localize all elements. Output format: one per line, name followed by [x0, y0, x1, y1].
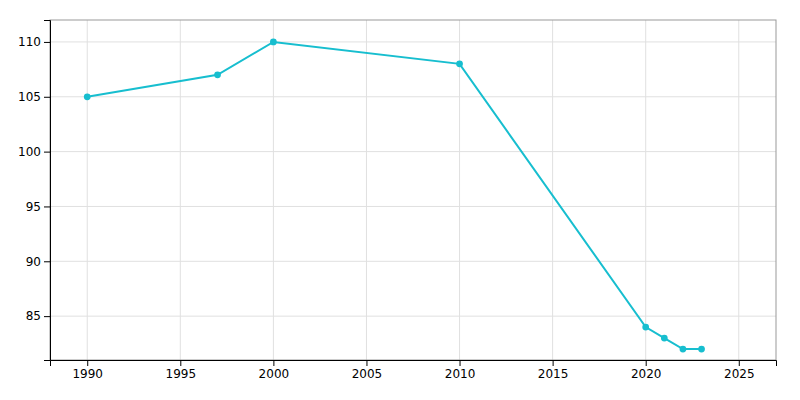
- tick: 100: [18, 145, 50, 159]
- tick: 110: [18, 35, 50, 49]
- tick-mark: [739, 360, 740, 366]
- tick-label: 90: [26, 255, 41, 269]
- point: [456, 60, 463, 67]
- marks: [84, 39, 705, 353]
- grid-line: [50, 151, 776, 152]
- tick-mark: [553, 360, 554, 366]
- grid-line: [50, 206, 776, 207]
- tick-label: 2025: [724, 367, 755, 381]
- tick: 95: [26, 200, 50, 214]
- grid-line: [180, 20, 181, 360]
- tick-label: 85: [26, 309, 41, 323]
- grid-line: [645, 20, 646, 360]
- plot: 1990 1995 2000 2005 2010 2015 2020 2025 85 90 95 10…: [18, 20, 776, 381]
- point: [680, 346, 687, 353]
- grid-line: [50, 261, 776, 262]
- axis-line: [51, 361, 777, 367]
- line: [87, 42, 701, 349]
- tick-mark: [44, 206, 50, 207]
- grid-line: [50, 316, 776, 317]
- point: [84, 93, 91, 100]
- chart: 1990 1995 2000 2005 2010 2015 2020 2025 85 90 95 10…: [0, 0, 800, 400]
- point: [698, 346, 705, 353]
- point: [661, 335, 668, 342]
- tick-label: 105: [18, 90, 41, 104]
- tick: 2020: [631, 360, 662, 381]
- tick: 1990: [72, 360, 103, 381]
- grid-line: [87, 20, 88, 360]
- x-axis: 1990 1995 2000 2005 2010 2015 2020 2025: [51, 360, 777, 381]
- tick-mark: [273, 360, 274, 366]
- tick-mark: [44, 316, 50, 317]
- point: [270, 39, 277, 46]
- point: [642, 324, 649, 331]
- tick-label: 1995: [166, 367, 197, 381]
- tick-label: 100: [18, 145, 41, 159]
- grid-line: [273, 20, 274, 360]
- tick-mark: [44, 42, 50, 43]
- tick-label: 2005: [352, 367, 383, 381]
- grid-line: [50, 96, 776, 97]
- tick-mark: [180, 360, 181, 366]
- plot-frame: [50, 20, 776, 360]
- point: [214, 71, 221, 78]
- tick: 2025: [724, 360, 755, 381]
- tick: 2010: [445, 360, 476, 381]
- tick-label: 2020: [631, 367, 662, 381]
- grid-line: [459, 20, 460, 360]
- tick: 2005: [352, 360, 383, 381]
- tick-label: 1990: [72, 367, 103, 381]
- y-axis: 85 90 95 100 105 110: [18, 21, 50, 361]
- tick-label: 2015: [538, 367, 569, 381]
- tick-mark: [87, 360, 88, 366]
- tick: 85: [26, 309, 50, 323]
- tick-mark: [44, 261, 50, 262]
- tick: 2000: [259, 360, 290, 381]
- grid-line: [738, 20, 739, 360]
- tick-mark: [646, 360, 647, 366]
- grid-line: [366, 20, 367, 360]
- tick-label: 2000: [259, 367, 290, 381]
- tick: 2015: [538, 360, 569, 381]
- tick-label: 2010: [445, 367, 476, 381]
- tick-mark: [44, 152, 50, 153]
- grid-line: [50, 41, 776, 42]
- axis-line: [44, 21, 51, 361]
- grid: [50, 20, 776, 360]
- tick-mark: [460, 360, 461, 366]
- tick: 90: [26, 255, 50, 269]
- tick-mark: [44, 97, 50, 98]
- tick: 1995: [166, 360, 197, 381]
- tick-label: 95: [26, 200, 41, 214]
- tick-mark: [366, 360, 367, 366]
- tick: 105: [18, 90, 50, 104]
- tick-label: 110: [18, 35, 41, 49]
- grid-line: [552, 20, 553, 360]
